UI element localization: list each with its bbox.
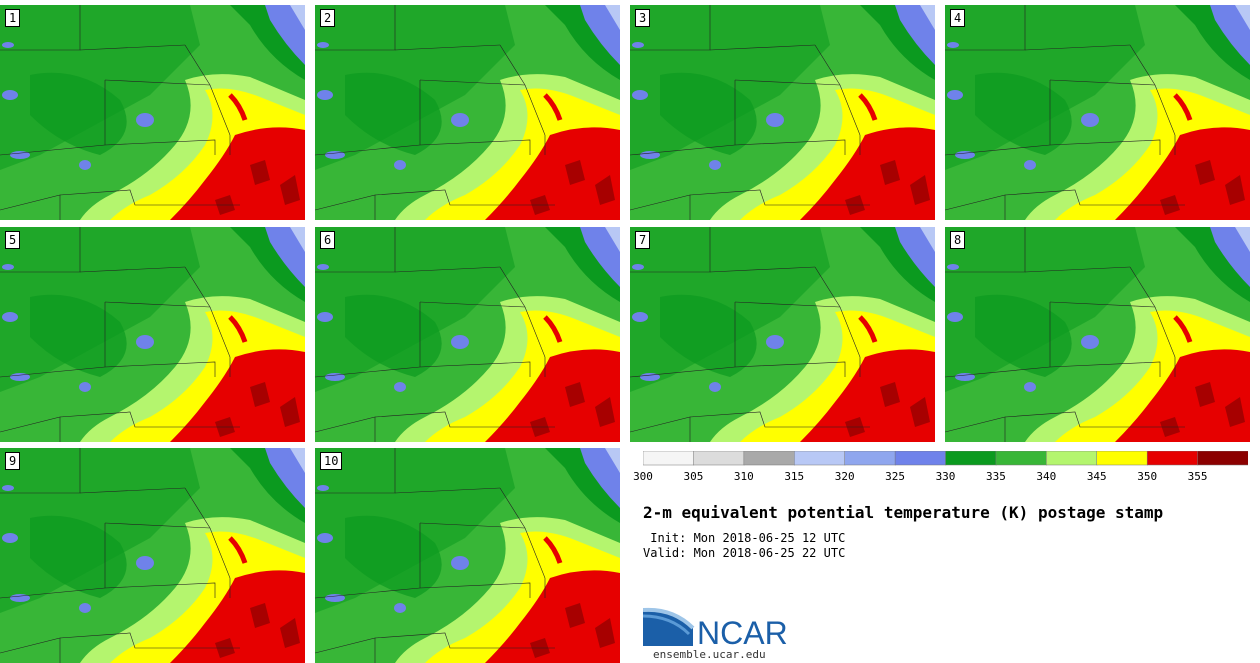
theta-e-map (0, 227, 305, 442)
member-panel-7[interactable]: 7 (630, 227, 935, 442)
member-label: 1 (5, 9, 21, 27)
colorbar-tick-label: 315 (784, 470, 805, 483)
member-panel-4[interactable]: 4 (945, 5, 1250, 220)
theta-e-map (315, 5, 620, 220)
colorbar-swatch (995, 451, 1048, 466)
member-panel-6[interactable]: 6 (315, 227, 620, 442)
colorbar-tick-label: 320 (834, 470, 855, 483)
theta-e-map (0, 448, 305, 663)
init-time: Init: Mon 2018-06-25 12 UTC (643, 531, 846, 545)
colorbar-tick-label: 325 (885, 470, 906, 483)
member-panel-5[interactable]: 5 (0, 227, 305, 442)
colorbar-tick-label: 310 (733, 470, 754, 483)
member-panel-1[interactable]: 1 (0, 5, 305, 220)
theta-e-map (945, 227, 1250, 442)
colorbar-tick-label: 350 (1137, 470, 1158, 483)
colorbar-swatch (844, 451, 896, 466)
colorbar-tick-label: 335 (985, 470, 1006, 483)
colorbar-tick-label: 305 (683, 470, 704, 483)
member-label: 3 (635, 9, 651, 27)
colorbar-swatch (643, 451, 695, 466)
colorbar-swatch (1146, 451, 1199, 466)
member-label: 8 (950, 231, 966, 249)
colorbar-tick-label: 340 (1036, 470, 1057, 483)
ncar-logo: NCAR (643, 607, 788, 648)
member-label: 4 (950, 9, 966, 27)
colorbar-swatch (693, 451, 745, 466)
member-panel-8[interactable]: 8 (945, 227, 1250, 442)
colorbar-swatch (743, 451, 796, 466)
member-label: 5 (5, 231, 21, 249)
colorbar-swatch (894, 451, 947, 466)
colorbar-tick-label: 355 (1187, 470, 1208, 483)
plot-title: 2-m equivalent potential temperature (K)… (643, 503, 1164, 522)
theta-e-map (630, 5, 935, 220)
colorbar-tick-label: 330 (935, 470, 956, 483)
member-panel-10[interactable]: 10 (315, 448, 620, 663)
member-label: 6 (320, 231, 336, 249)
colorbar-swatch (945, 451, 997, 466)
theta-e-map (315, 227, 620, 442)
theta-e-map (315, 448, 620, 663)
colorbar-swatch (794, 451, 846, 466)
colorbar-swatch (1096, 451, 1148, 466)
colorbar-swatch (1046, 451, 1098, 466)
colorbar-tick-label: 345 (1086, 470, 1107, 483)
member-label: 9 (5, 452, 21, 470)
valid-time: Valid: Mon 2018-06-25 22 UTC (643, 546, 846, 560)
member-label: 2 (320, 9, 336, 27)
member-label: 10 (320, 452, 343, 470)
theta-e-map (630, 227, 935, 442)
member-panel-2[interactable]: 2 (315, 5, 620, 220)
member-panel-9[interactable]: 9 (0, 448, 305, 663)
theta-e-map (0, 5, 305, 220)
colorbar-tick-label: 300 (633, 470, 653, 483)
logo-text: NCAR (697, 615, 788, 648)
member-panel-3[interactable]: 3 (630, 5, 935, 220)
website-text: ensemble.ucar.edu (653, 648, 766, 661)
colorbar-swatch (1197, 451, 1248, 466)
theta-e-map (945, 5, 1250, 220)
member-label: 7 (635, 231, 651, 249)
colorbar (643, 451, 1248, 466)
